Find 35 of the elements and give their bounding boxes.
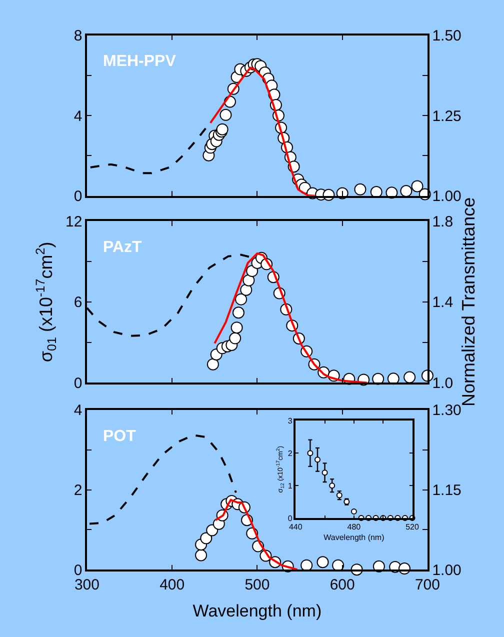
- x-tick-label: 600: [330, 576, 355, 594]
- y-tick-label: 1: [288, 481, 293, 490]
- y-tick-label: 0: [288, 514, 293, 523]
- y-tick-label: 3: [288, 416, 293, 426]
- x-axis-title: Wavelength (nm): [324, 532, 385, 542]
- y-tick-label: 0: [74, 374, 82, 392]
- y2-tick-label: 1.50: [432, 28, 462, 45]
- y2-tick-label: 1.15: [432, 482, 462, 500]
- x-tick-label: 500: [244, 576, 270, 594]
- y2-tick-label: 1.00: [432, 188, 462, 206]
- x-tick-label: 440: [288, 522, 303, 532]
- y-tick-label: 4: [74, 402, 82, 420]
- y2-tick-label: 1.4: [432, 294, 454, 312]
- y-tick-label: 0: [74, 562, 82, 579]
- y2-tick-label: 1.00: [432, 562, 462, 579]
- y-tick-label: 4: [74, 108, 82, 125]
- text: POT: [103, 428, 136, 445]
- y-tick-label: 12: [66, 213, 82, 230]
- y-tick-label: 8: [74, 28, 82, 45]
- y-tick-label: 0: [74, 188, 82, 206]
- x-tick-label: 700: [414, 576, 440, 594]
- x-tick-label: 520: [406, 522, 420, 532]
- y-tick-label: 2: [288, 448, 293, 458]
- y2-tick-label: 1.30: [432, 402, 462, 420]
- y-tick-label: 6: [74, 294, 82, 312]
- y-tick-label: 2: [74, 482, 82, 500]
- x-tick-label: 400: [160, 576, 185, 594]
- text: PAzT: [103, 239, 142, 256]
- x-tick-label: 300: [74, 576, 100, 594]
- y2-tick-label: 1.8: [432, 213, 454, 230]
- y2-tick-label: 1.0: [432, 374, 454, 392]
- x-tick-label: 480: [347, 522, 362, 532]
- x-axis-title: Wavelength (nm): [192, 601, 322, 620]
- y2-tick-label: 1.25: [432, 108, 462, 125]
- text: MEH-PPV: [103, 53, 176, 70]
